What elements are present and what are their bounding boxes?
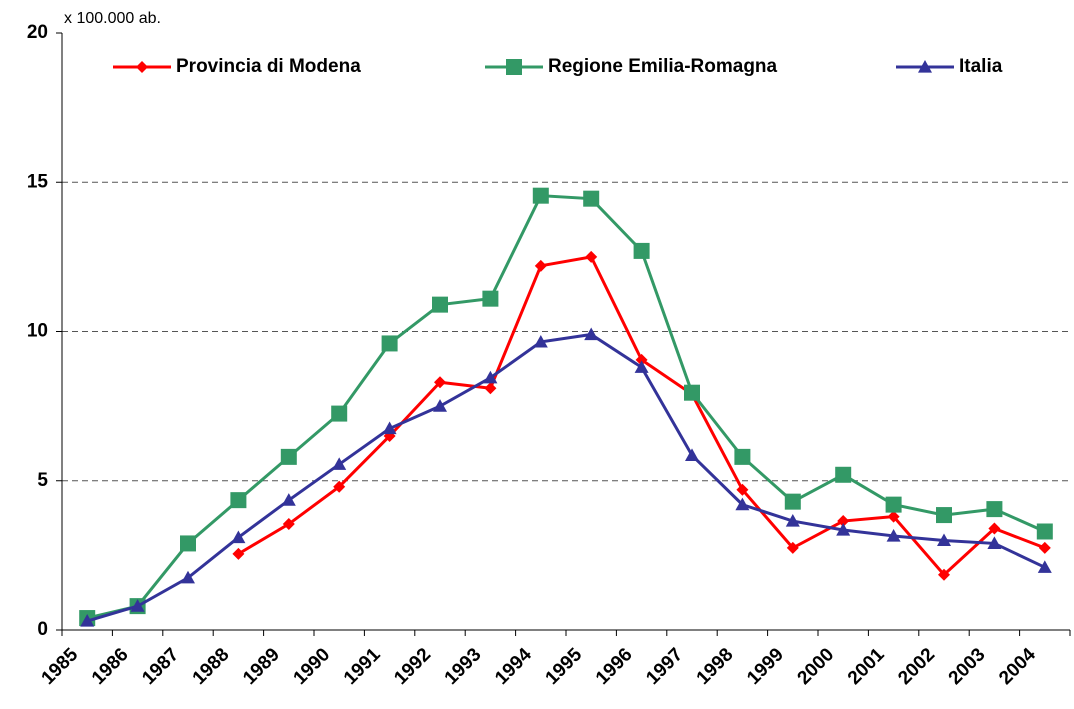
marker <box>1038 541 1051 554</box>
marker <box>282 518 295 531</box>
marker <box>333 480 346 493</box>
x-tick-label: 1993 <box>441 644 486 689</box>
x-tick-label: 1992 <box>390 644 435 689</box>
marker <box>735 497 750 511</box>
marker <box>583 190 600 207</box>
marker <box>80 614 95 627</box>
marker <box>633 242 650 259</box>
marker <box>634 360 649 373</box>
marker <box>684 384 700 401</box>
marker <box>887 510 900 523</box>
legend-label: Provincia di Modena <box>176 56 361 77</box>
marker <box>886 528 901 542</box>
marker <box>685 448 699 461</box>
marker <box>734 448 751 465</box>
x-tick-label: 1991 <box>340 644 385 689</box>
legend-marker <box>918 60 932 73</box>
x-tick-label: 2004 <box>995 644 1040 689</box>
series-line <box>237 255 1046 577</box>
marker <box>837 515 850 528</box>
marker <box>836 523 851 536</box>
marker <box>986 501 1003 518</box>
x-tick-label: 1999 <box>743 644 788 689</box>
marker <box>332 457 347 470</box>
y-tick-label: 20 <box>27 22 48 43</box>
marker <box>534 259 547 272</box>
marker <box>885 496 902 513</box>
marker <box>484 382 497 395</box>
y-tick-label: 0 <box>37 619 48 640</box>
marker <box>382 421 397 435</box>
marker <box>936 507 952 524</box>
marker <box>483 370 498 384</box>
marker <box>585 250 598 263</box>
marker <box>434 376 446 389</box>
marker <box>433 399 447 412</box>
y-tick-label: 15 <box>27 171 49 192</box>
series-line <box>86 194 1046 620</box>
marker <box>584 327 599 341</box>
x-tick-label: 1996 <box>592 644 637 689</box>
x-tick-label: 2002 <box>894 644 939 689</box>
marker <box>987 536 1002 550</box>
marker <box>181 570 195 584</box>
x-tick-label: 1987 <box>138 644 183 689</box>
marker <box>482 290 499 307</box>
marker <box>281 493 296 506</box>
marker <box>130 599 145 612</box>
marker <box>937 533 951 547</box>
marker <box>938 568 950 581</box>
x-tick-label: 1986 <box>88 644 133 689</box>
series-line <box>86 332 1046 623</box>
marker <box>1036 523 1053 540</box>
marker <box>533 334 548 348</box>
x-tick-label: 1998 <box>693 644 738 689</box>
marker <box>280 448 297 465</box>
legend-marker <box>506 59 522 75</box>
marker <box>784 493 801 510</box>
x-tick-label: 1997 <box>642 644 687 689</box>
legend-label: Italia <box>959 56 1003 77</box>
marker <box>432 296 448 313</box>
marker <box>231 530 246 544</box>
legend-marker <box>136 61 148 73</box>
x-tick-label: 1995 <box>542 644 587 689</box>
y-tick-label: 5 <box>37 470 48 491</box>
marker <box>180 535 196 552</box>
marker <box>232 547 245 560</box>
y-axis-unit: x 100.000 ab. <box>64 10 161 27</box>
x-tick-label: 1990 <box>290 644 335 689</box>
x-tick-label: 1988 <box>189 644 234 689</box>
marker <box>381 335 398 352</box>
x-tick-label: 2000 <box>794 644 839 689</box>
marker <box>230 492 247 509</box>
marker <box>532 187 549 204</box>
legend-label: Regione Emilia-Romagna <box>548 56 778 77</box>
x-tick-label: 1994 <box>491 644 536 689</box>
marker <box>786 541 799 554</box>
x-tick-label: 2003 <box>945 644 990 689</box>
marker <box>1037 560 1052 573</box>
x-tick-label: 1985 <box>38 644 83 689</box>
x-tick-label: 1989 <box>239 644 284 689</box>
marker <box>635 353 648 366</box>
x-tick-label: 2001 <box>844 644 889 689</box>
marker <box>785 514 800 527</box>
y-tick-label: 10 <box>27 321 48 342</box>
marker <box>835 466 852 483</box>
marker <box>331 405 348 422</box>
marker <box>736 483 749 496</box>
marker <box>988 522 1001 535</box>
